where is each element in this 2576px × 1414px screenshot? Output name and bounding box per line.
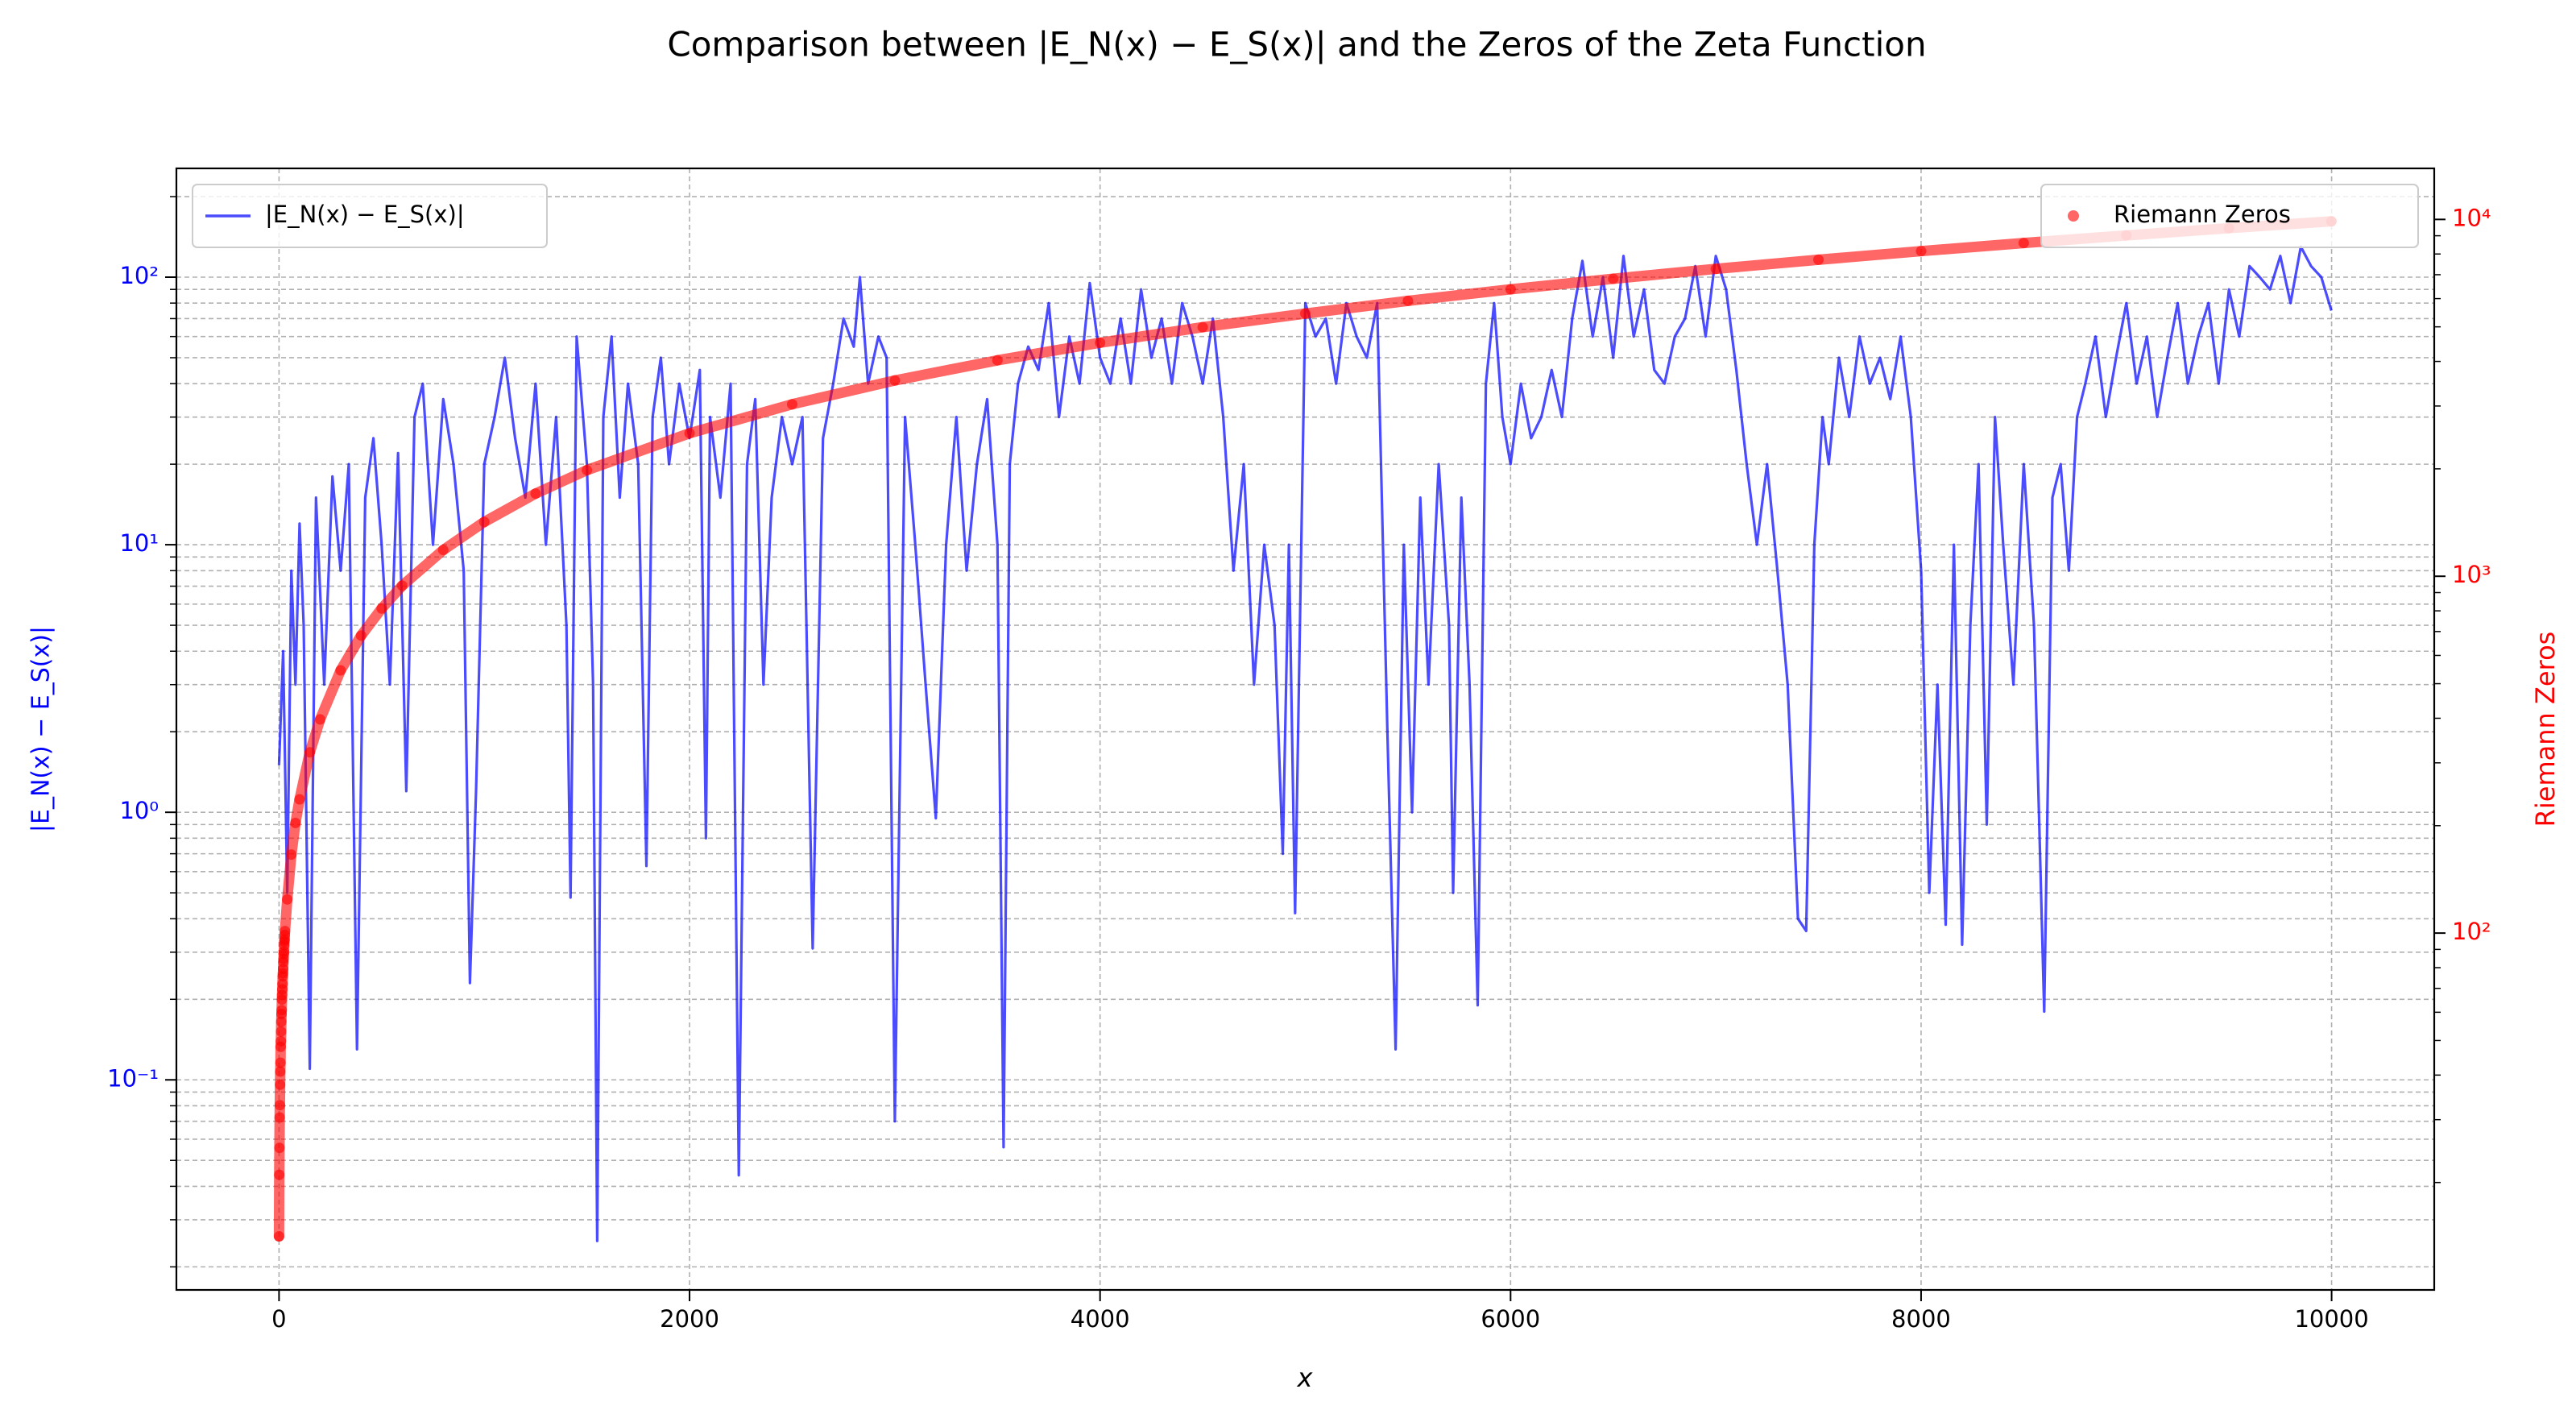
y2-axis-label: Riemann Zeros bbox=[2530, 632, 2561, 827]
scatter-point bbox=[275, 1079, 286, 1090]
scatter-point bbox=[1505, 284, 1516, 295]
y-tick-label: 10² bbox=[119, 262, 159, 289]
scatter-point bbox=[304, 747, 316, 758]
scatter-point bbox=[2018, 238, 2029, 249]
scatter-point bbox=[275, 1057, 286, 1068]
scatter-point bbox=[992, 355, 1003, 366]
scatter-point bbox=[274, 1100, 285, 1111]
scatter-point bbox=[273, 1231, 284, 1242]
scatter-point bbox=[396, 580, 408, 591]
x-tick-label: 10000 bbox=[2294, 1305, 2368, 1333]
x-tick-label: 6000 bbox=[1481, 1305, 1540, 1333]
scatter-point bbox=[335, 665, 346, 676]
y2-tick-label: 10³ bbox=[2452, 561, 2491, 588]
scatter-point bbox=[478, 516, 490, 528]
scatter-point bbox=[1915, 246, 1927, 257]
x-tick-label: 4000 bbox=[1071, 1305, 1130, 1333]
scatter-point bbox=[274, 1112, 285, 1123]
axes-frame bbox=[175, 167, 2436, 1292]
plot-area bbox=[273, 216, 2337, 1242]
scatter-point bbox=[274, 1169, 285, 1180]
legend-swatch bbox=[2068, 210, 2079, 222]
y-tick-label: 10¹ bbox=[119, 529, 159, 557]
y-tick-label: 10⁰ bbox=[119, 797, 159, 824]
y2-tick-label: 10² bbox=[2452, 918, 2491, 945]
scatter-point bbox=[1095, 337, 1106, 348]
scatter-point bbox=[282, 894, 293, 905]
x-tick-label: 8000 bbox=[1891, 1305, 1951, 1333]
scatter-point bbox=[530, 488, 541, 500]
scatter-point bbox=[277, 978, 288, 989]
scatter-point bbox=[286, 849, 297, 860]
scatter-point bbox=[1300, 308, 1311, 319]
scatter-point bbox=[1813, 254, 1824, 265]
x-tick-label: 0 bbox=[271, 1305, 286, 1333]
scatter-point bbox=[1608, 273, 1619, 284]
x-tick-label: 2000 bbox=[660, 1305, 719, 1333]
legend-label: |E_N(x) − E_S(x)| bbox=[265, 201, 465, 228]
scatter-point bbox=[582, 465, 593, 476]
scatter-point bbox=[437, 545, 449, 556]
scatter-point bbox=[275, 1016, 287, 1027]
scatter-point bbox=[275, 1066, 286, 1077]
legend-label: Riemann Zeros bbox=[2114, 201, 2291, 228]
legend-box bbox=[192, 184, 548, 248]
line-series bbox=[277, 245, 2333, 1242]
x-axis-label: x bbox=[1297, 1362, 1314, 1393]
scatter-point bbox=[376, 603, 387, 614]
scatter-point bbox=[275, 1035, 287, 1047]
scatter-point bbox=[280, 926, 291, 937]
y2-tick-label: 10⁴ bbox=[2452, 204, 2491, 231]
scatter-point bbox=[355, 630, 367, 641]
legend-box bbox=[2040, 184, 2419, 248]
y-tick-label: 10⁻¹ bbox=[107, 1064, 159, 1092]
scatter-point bbox=[1710, 263, 1721, 275]
y-axis-label: |E_N(x) − E_S(x)| bbox=[27, 626, 56, 832]
scatter-point bbox=[889, 375, 901, 386]
chart-title: Comparison between |E_N(x) − E_S(x)| and… bbox=[667, 25, 1926, 64]
scatter-point bbox=[786, 399, 797, 410]
scatter-point bbox=[1197, 321, 1208, 333]
scatter-point bbox=[276, 1005, 288, 1016]
scatter-point bbox=[294, 794, 305, 805]
scatter-point bbox=[290, 817, 301, 828]
scatter-point bbox=[274, 1142, 285, 1154]
scatter-point bbox=[684, 428, 695, 439]
scatter-point bbox=[275, 1026, 287, 1037]
scatter-point bbox=[314, 714, 325, 725]
scatter-point bbox=[1402, 295, 1414, 306]
